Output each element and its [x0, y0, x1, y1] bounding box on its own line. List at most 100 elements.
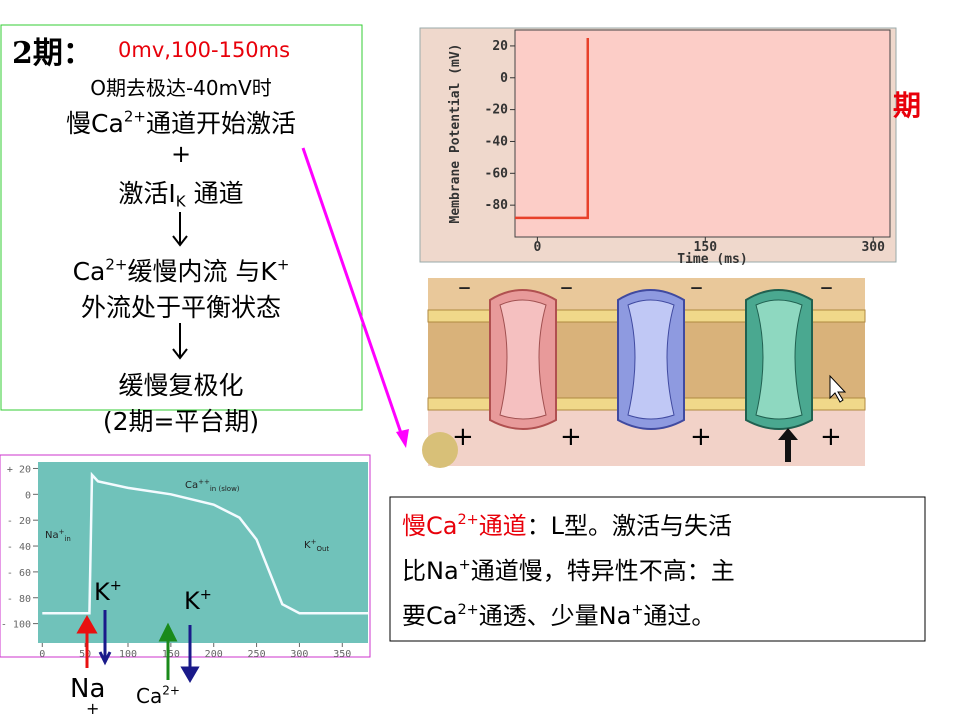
annotation-part: K [304, 540, 311, 551]
annotation-part: ++ [198, 478, 210, 486]
annotation: K+Out [304, 538, 329, 553]
text: 通过。 [643, 602, 716, 630]
text: 通道慢，特异性不高：主 [470, 557, 735, 585]
x-tick-label: 300 [290, 649, 308, 660]
charge-sign: + [820, 422, 842, 452]
superscript: 2+ [457, 601, 479, 618]
note-line: 要Ca2+通透、少量Na+通过。 [402, 596, 715, 631]
annotation-part: Na [45, 530, 59, 541]
x-tick-label: 0 [39, 649, 45, 660]
annotation-part: + [311, 538, 317, 546]
text-line: 外流处于平衡状态 [80, 293, 281, 322]
annotation: Ca++in (slow) [185, 478, 240, 493]
superscript: + [458, 556, 471, 573]
text-line: O期去极达-40mV时 [90, 76, 272, 100]
ion-label: Na + [70, 676, 105, 718]
cardiac-potential-chart: + 20 0 - 20 - 40 - 60 - 80 - 100 0 50 100 150 200 25… [0, 454, 371, 660]
heading: 2期： [12, 36, 93, 71]
text: ：L型。激活与失活 [526, 512, 733, 540]
note-line: 慢Ca2+通道：L型。激活与失活 [402, 506, 732, 541]
charge-sign: + [452, 422, 474, 452]
y-tick-label: - 80 [7, 594, 31, 605]
text-line: (2期=平台期) [102, 407, 260, 436]
charge-sign: – [690, 272, 703, 302]
text: 通道 [185, 179, 244, 208]
text: 比Na [402, 557, 459, 585]
text: 激活I [118, 179, 176, 208]
pointer-arrow [301, 147, 404, 437]
text: 通道开始激活 [145, 109, 296, 138]
charge-sign: + [690, 422, 712, 452]
ion-label: Ca2+ [136, 684, 180, 708]
x-tick-label: 150 [694, 240, 718, 255]
superscript: + [631, 601, 644, 618]
text: Ca [136, 684, 163, 708]
charge-sign: – [458, 272, 471, 302]
ion-label: K+ [184, 587, 212, 615]
superscript: 2+ [162, 683, 180, 698]
annotation-part: + [59, 528, 65, 536]
charge-sign: + [560, 422, 582, 452]
text: K [94, 578, 110, 606]
y-tick-label: - 20 [7, 516, 31, 527]
ion-arrows [76, 610, 200, 683]
text: 缓慢内流 与K [127, 257, 277, 286]
x-tick-label: 0 [533, 240, 541, 255]
superscript: + [86, 699, 100, 718]
subscript: K [175, 192, 186, 211]
text-line: 慢Ca2+通道开始激活 [0, 104, 362, 140]
x-axis-label: Time (ms) [677, 252, 747, 267]
y-tick-label: 0 [25, 490, 31, 501]
y-tick-label: - 60 [7, 568, 31, 579]
text: 慢Ca [66, 109, 124, 138]
note-line: 比Na+通道慢，特异性不高：主 [402, 551, 735, 586]
ion-label: K+ [94, 578, 122, 606]
text: 通道 [478, 512, 527, 540]
plus: + [170, 140, 192, 168]
x-tick-label: 50 [79, 649, 91, 660]
annotation: Na+in [45, 528, 71, 543]
annotation-part: in [64, 535, 70, 543]
x-tick-label: 350 [333, 649, 351, 660]
left-box-border [0, 24, 363, 411]
x-tick-label: 150 [162, 649, 180, 660]
annotation-part: Ca [185, 480, 198, 491]
y-tick-label: 0 [500, 71, 508, 86]
y-tick-label: - 40 [7, 542, 31, 553]
y-tick-label: -80 [485, 198, 509, 213]
text: 要Ca [402, 602, 458, 630]
superscript: + [199, 586, 212, 603]
range: 0mv,100-150ms [118, 38, 291, 62]
superscript: 2+ [123, 107, 146, 126]
series-line [515, 37, 590, 220]
series-line [42, 471, 368, 615]
flow-arrows [172, 212, 188, 360]
y-tick-label: -20 [485, 103, 509, 118]
side-text: 期 [893, 89, 922, 122]
plot-area [514, 29, 891, 238]
charge-sign: – [560, 272, 573, 302]
y-tick-label: + 20 [7, 464, 31, 475]
x-tick-label: 250 [248, 649, 266, 660]
membrane-illustration [422, 278, 866, 468]
action-potential-chart: 20 0 -20 -40 -60 -80 0 150 300 Membrane Potential… [419, 27, 897, 267]
y-tick-label: - 100 [1, 620, 31, 631]
text-line: 缓慢复极化 [118, 371, 244, 400]
superscript: + [276, 255, 290, 274]
annotation-part: Out [316, 545, 329, 553]
x-tick-label: 200 [205, 649, 223, 660]
superscript: 2+ [105, 255, 128, 274]
y-tick-label: -40 [485, 134, 509, 149]
charge-sign: – [820, 272, 833, 302]
annotation-part: in (slow) [210, 485, 240, 493]
y-tick-label: 20 [492, 39, 508, 54]
text: K [184, 587, 200, 615]
superscript: + [109, 577, 122, 594]
pointer-arrow-head [396, 429, 409, 448]
superscript: 2+ [457, 511, 479, 528]
x-tick-label: 300 [861, 240, 885, 255]
y-axis-label: Membrane Potential (mV) [448, 43, 463, 223]
text-line: 激活IK 通道 [0, 174, 362, 210]
